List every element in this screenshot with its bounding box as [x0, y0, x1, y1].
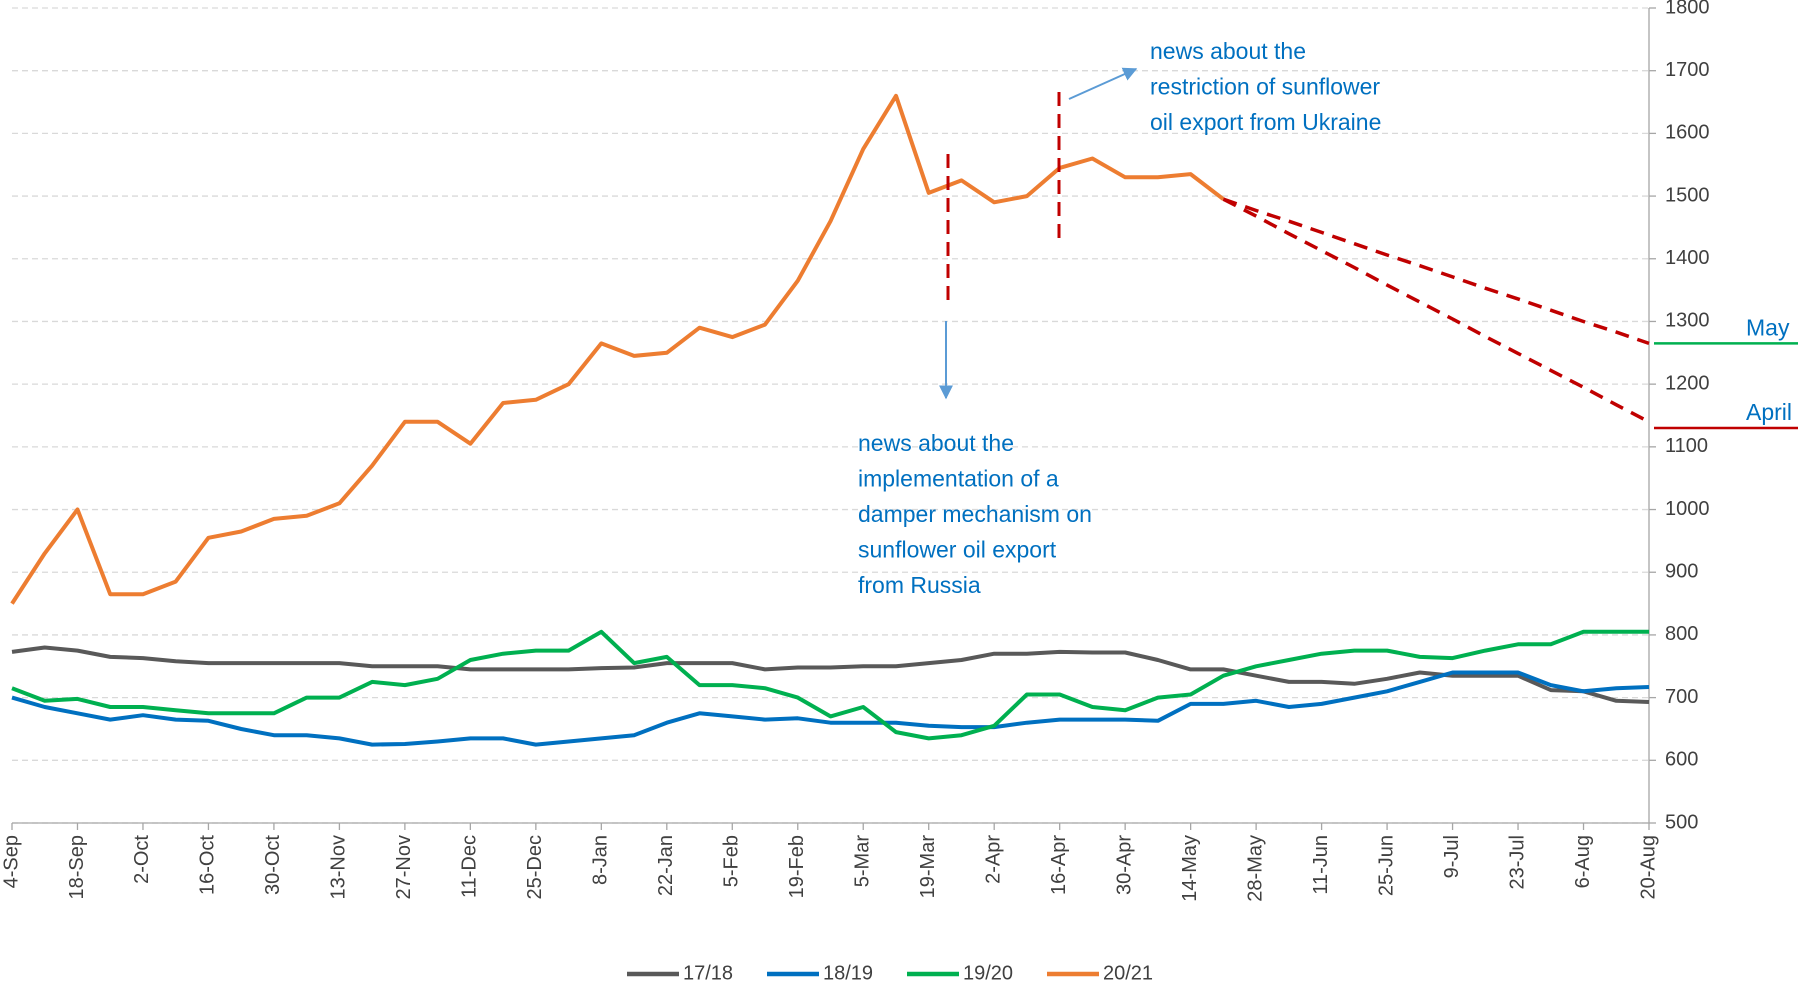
- x-tick-label: 28-May: [1244, 835, 1266, 902]
- x-tick-label: 9-Jul: [1441, 835, 1463, 878]
- line-series: [11, 629, 1649, 741]
- y-tick-label: 1400: [1665, 247, 1710, 269]
- line-series: [11, 670, 1650, 747]
- arrow: [1068, 67, 1138, 100]
- x-tick-label: 19-Mar: [917, 835, 939, 899]
- x-tick-label: 14-May: [1179, 835, 1201, 902]
- x-tick-label: 16-Apr: [1048, 835, 1070, 895]
- annotation: sunflower oil export: [858, 537, 1057, 563]
- legend-label: 18/19: [823, 962, 873, 984]
- x-tick-label: 2-Oct: [131, 835, 153, 884]
- legend-label: 20/21: [1103, 962, 1153, 984]
- legend-label: 19/20: [963, 962, 1013, 984]
- x-tick-label: 19-Feb: [786, 835, 808, 898]
- y-tick-label: 1200: [1665, 372, 1710, 394]
- projection-line: [1222, 197, 1650, 424]
- x-tick-label: 5-Mar: [852, 835, 874, 888]
- y-tick-label: 1000: [1665, 498, 1710, 520]
- x-tick-label: 5-Feb: [721, 835, 743, 887]
- x-tick-label: 11-Dec: [459, 835, 481, 898]
- x-tick-label: 22-Jan: [655, 835, 677, 896]
- x-tick-label: 4-Sep: [0, 835, 22, 888]
- y-tick-label: 1500: [1665, 184, 1710, 206]
- annotation: news about the: [858, 430, 1014, 456]
- x-tick-label: 25-Jun: [1375, 835, 1397, 896]
- x-tick-label: 20-Aug: [1637, 835, 1659, 900]
- x-tick-label: 23-Jul: [1506, 835, 1528, 889]
- x-tick-label: 30-Oct: [262, 835, 284, 895]
- x-tick-label: 2-Apr: [982, 835, 1004, 884]
- y-tick-label: 1300: [1665, 310, 1710, 332]
- y-tick-label: 1800: [1665, 0, 1710, 18]
- annotation: oil export from Ukraine: [1150, 109, 1381, 135]
- x-tick-label: 27-Nov: [393, 835, 415, 899]
- line-series: [10, 93, 1225, 605]
- x-tick-label: 30-Apr: [1113, 835, 1135, 895]
- reference-label: May: [1746, 314, 1790, 340]
- annotation: damper mechanism on: [858, 501, 1092, 527]
- annotation: from Russia: [858, 572, 981, 598]
- annotation: restriction of sunflower: [1150, 74, 1380, 100]
- y-tick-label: 700: [1665, 686, 1698, 708]
- y-tick-label: 800: [1665, 623, 1698, 645]
- y-tick-label: 900: [1665, 561, 1698, 583]
- y-tick-label: 500: [1665, 811, 1698, 833]
- y-tick-label: 1100: [1665, 435, 1708, 457]
- y-tick-label: 600: [1665, 749, 1698, 771]
- x-tick-label: 6-Aug: [1572, 835, 1594, 888]
- line-series: [11, 645, 1650, 704]
- projection-line: [1222, 197, 1650, 346]
- x-tick-label: 8-Jan: [590, 835, 612, 885]
- reference-label: April: [1746, 399, 1792, 425]
- x-tick-label: 18-Sep: [66, 835, 88, 900]
- plot: [10, 93, 1650, 747]
- y-tick-label: 1600: [1665, 122, 1710, 144]
- grid: [11, 7, 1656, 830]
- annotation: implementation of a: [858, 466, 1059, 492]
- y-tick-label: 1700: [1665, 59, 1710, 81]
- annotation: news about the: [1150, 38, 1306, 64]
- x-tick-label: 25-Dec: [524, 835, 546, 899]
- legend-label: 17/18: [683, 962, 733, 984]
- x-tick-label: 16-Oct: [197, 835, 219, 895]
- x-tick-label: 13-Nov: [328, 835, 350, 899]
- x-tick-label: 11-Jun: [1310, 835, 1332, 895]
